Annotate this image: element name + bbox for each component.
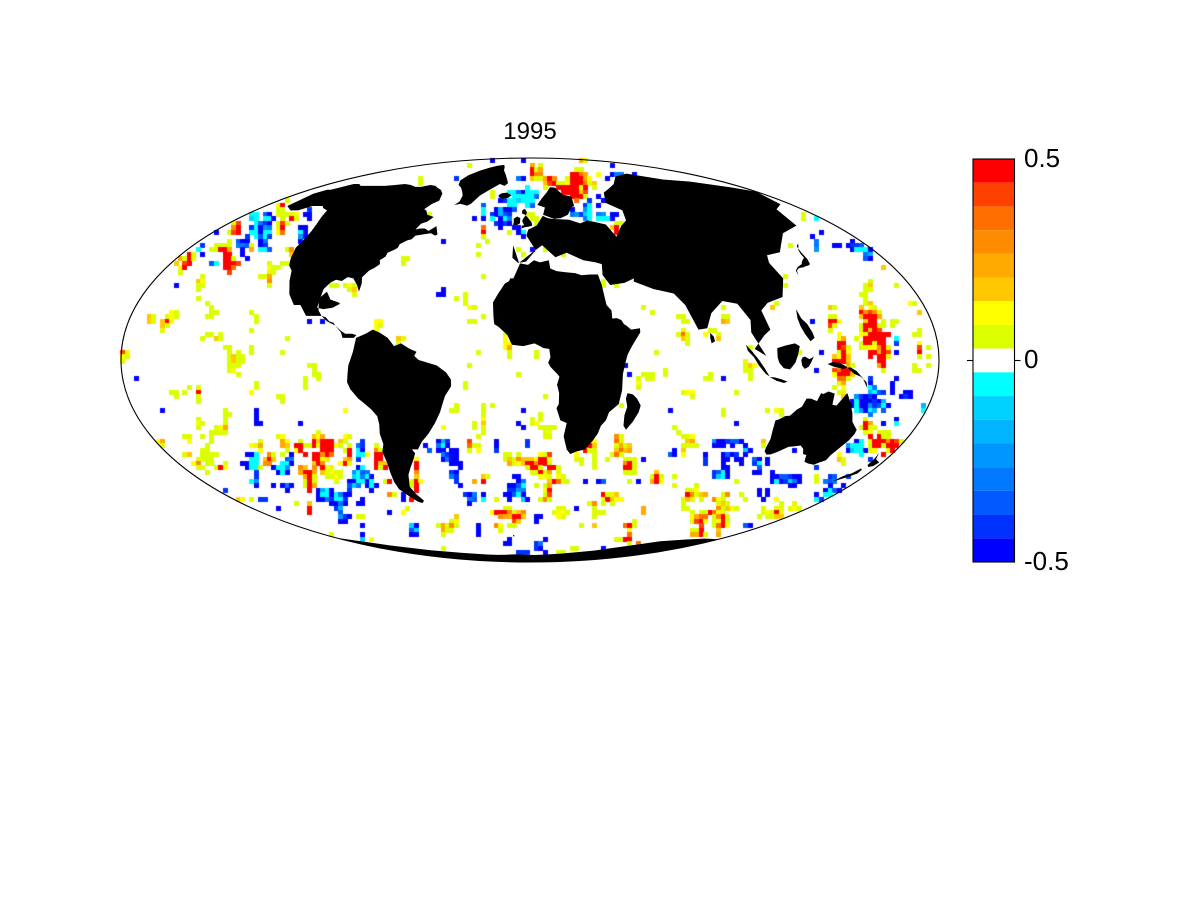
- svg-text:-0.5: -0.5: [1024, 546, 1069, 576]
- svg-text:0: 0: [1024, 344, 1038, 374]
- svg-text:0.5: 0.5: [1024, 143, 1060, 173]
